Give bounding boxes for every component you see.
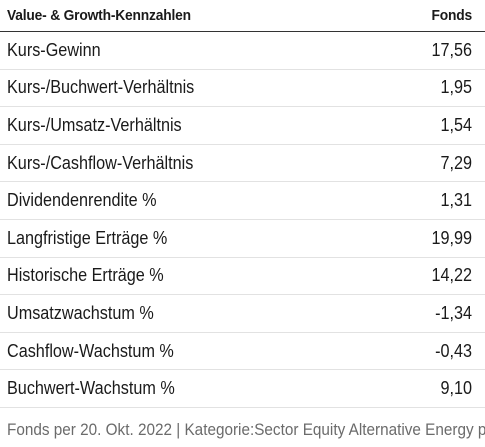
row-value: -0,43 [435,340,472,361]
row-value: 14,22 [431,265,472,286]
row-label: Cashflow-Wachstum % [7,340,174,361]
row-value: 1,31 [440,190,472,211]
row-value: 17,56 [431,39,472,60]
row-label: Umsatzwachstum % [7,302,154,323]
table-row: Kurs-/Buchwert-Verhältnis 1,95 [0,70,485,108]
table-row: Cashflow-Wachstum % -0,43 [0,333,485,371]
table-row: Dividendenrendite % 1,31 [0,182,485,220]
row-value: 9,10 [440,378,472,399]
row-value: 1,95 [440,77,472,98]
row-label: Kurs-/Cashflow-Verhältnis [7,152,194,173]
table-row: Kurs-/Cashflow-Verhältnis 7,29 [0,145,485,183]
column-header-fonds: Fonds [431,7,473,24]
table-row: Umsatzwachstum % -1,34 [0,295,485,333]
row-value: 1,54 [440,114,472,135]
table-row: Historische Erträge % 14,22 [0,258,485,296]
row-label: Historische Erträge % [7,265,164,286]
table-row: Buchwert-Wachstum % 9,10 [0,370,485,408]
row-value: -1,34 [435,302,472,323]
footnote: Fonds per 20. Okt. 2022 | Kategorie:Sect… [7,420,485,439]
table-header: Value- & Growth-Kennzahlen Fonds [0,0,485,32]
table-row: Kurs-Gewinn 17,56 [0,32,485,70]
row-label: Kurs-/Buchwert-Verhältnis [7,77,195,98]
row-value: 19,99 [431,227,472,248]
table-row: Kurs-/Umsatz-Verhältnis 1,54 [0,107,485,145]
row-label: Buchwert-Wachstum % [7,378,175,399]
table-row: Langfristige Erträge % 19,99 [0,220,485,258]
row-label: Dividendenrendite % [7,190,157,211]
row-label: Langfristige Erträge % [7,227,168,248]
value-growth-table: Value- & Growth-Kennzahlen Fonds Kurs-Ge… [0,0,485,408]
table-title: Value- & Growth-Kennzahlen [7,7,191,24]
row-value: 7,29 [440,152,472,173]
row-label: Kurs-/Umsatz-Verhältnis [7,114,182,135]
row-label: Kurs-Gewinn [7,39,101,60]
